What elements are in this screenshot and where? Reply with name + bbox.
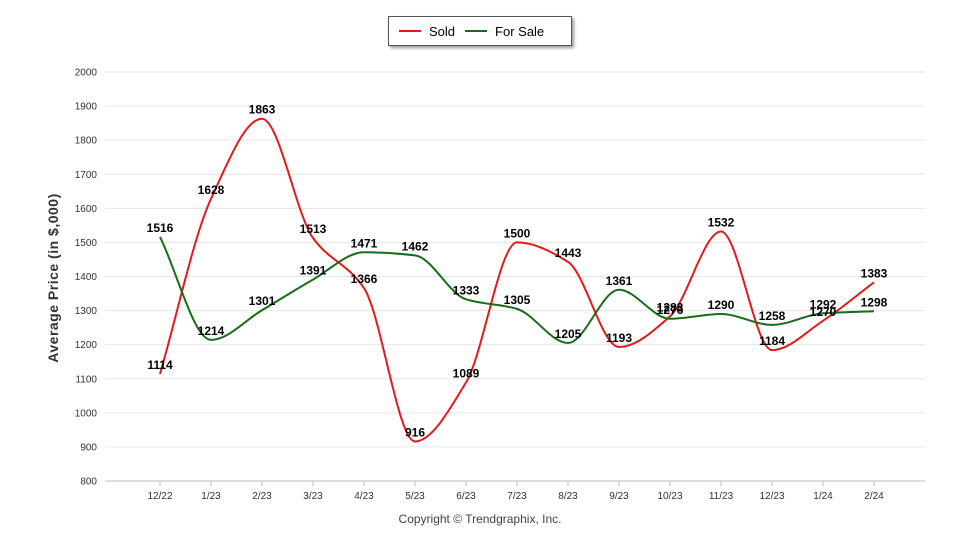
x-tick-label: 2/23 — [252, 491, 272, 502]
legend-swatch — [465, 30, 488, 32]
y-tick-label: 1700 — [75, 170, 98, 181]
data-label: 1184 — [759, 334, 785, 348]
x-tick-label: 9/23 — [609, 491, 629, 502]
y-tick-label: 1000 — [75, 408, 98, 419]
x-tick-label: 1/24 — [813, 491, 833, 502]
data-label: 1292 — [810, 297, 837, 311]
data-label: 1298 — [861, 295, 888, 309]
x-tick-label: 6/23 — [456, 491, 476, 502]
y-tick-label: 1200 — [75, 340, 98, 351]
legend-swatch — [399, 30, 421, 32]
data-label: 1290 — [708, 298, 735, 312]
legend-item[interactable]: For Sale — [465, 24, 544, 39]
legend-label: For Sale — [495, 23, 545, 39]
data-label: 1863 — [249, 103, 276, 117]
data-label: 1270 — [810, 305, 837, 319]
data-label: 1333 — [453, 283, 480, 297]
data-label: 1193 — [606, 331, 632, 345]
series-line-for-sale — [159, 236, 875, 344]
data-label: 1383 — [861, 266, 888, 280]
x-tick-label: 4/23 — [354, 491, 374, 502]
y-tick-label: 1800 — [75, 136, 98, 147]
y-axis-label: Average Price (in $,000) — [45, 193, 61, 362]
x-tick-label: 7/23 — [507, 491, 527, 502]
data-label: 1276 — [657, 303, 684, 317]
data-label: 1471 — [351, 236, 378, 250]
data-label: 916 — [405, 425, 425, 439]
x-tick-label: 10/23 — [657, 491, 682, 502]
data-label: 1305 — [504, 293, 531, 307]
data-label: 1391 — [300, 264, 327, 278]
y-tick-label: 1500 — [75, 238, 98, 249]
data-label: 1516 — [147, 221, 174, 235]
data-label: 1214 — [198, 324, 225, 338]
x-tick-label: 12/23 — [759, 491, 784, 502]
series-line-sold — [159, 117, 875, 443]
data-label: 1513 — [300, 222, 327, 236]
data-label: 1361 — [606, 274, 633, 288]
data-label: 1258 — [759, 309, 786, 323]
data-label: 1301 — [249, 294, 276, 308]
copyright-footer: Copyright © Trendgraphix, Inc. — [398, 512, 562, 526]
y-tick-label: 800 — [80, 477, 97, 488]
y-tick-label: 2000 — [75, 68, 98, 79]
data-label: 1283 — [657, 300, 684, 314]
x-tick-label: 2/24 — [864, 491, 884, 502]
y-tick-label: 1400 — [75, 272, 98, 283]
data-label: 1089 — [453, 366, 480, 380]
y-axis-ticks: 800 900 1000 1100 1200 1300 1400 1500 1600 1700 18… — [75, 68, 98, 488]
data-labels: 1114 1628 1863 1513 1366 916 1089 1500 1443 1193 1… — [147, 103, 888, 440]
x-tick-label: 3/23 — [303, 491, 323, 502]
y-tick-label: 1300 — [75, 306, 98, 317]
x-tick-label: 12/22 — [147, 491, 172, 502]
data-label: 1205 — [555, 327, 582, 341]
data-label: 1532 — [708, 216, 735, 230]
data-label: 1628 — [198, 183, 225, 197]
legend-item[interactable]: Sold — [399, 24, 455, 39]
y-tick-label: 1900 — [75, 102, 98, 113]
x-tick-label: 1/23 — [201, 491, 221, 502]
data-label: 1500 — [504, 226, 531, 240]
data-label: 1114 — [147, 358, 173, 372]
x-tick-label: 5/23 — [405, 491, 425, 502]
grid-lines — [105, 71, 925, 482]
y-tick-label: 1600 — [75, 204, 98, 215]
y-tick-label: 1100 — [75, 374, 97, 385]
data-label: 1462 — [402, 239, 429, 253]
y-tick-label: 900 — [80, 442, 97, 453]
chart-legend: Sold For Sale — [388, 16, 572, 46]
series-lines — [159, 117, 875, 443]
data-label: 1443 — [555, 246, 582, 260]
legend-label: Sold — [429, 23, 456, 39]
x-tick-label: 11/23 — [709, 491, 734, 502]
x-axis-ticks: 12/22 1/23 2/23 3/23 4/23 5/23 6/23 7/23 8/23 9/2… — [147, 481, 884, 502]
data-label: 1366 — [351, 272, 378, 286]
x-tick-label: 8/23 — [558, 491, 578, 502]
